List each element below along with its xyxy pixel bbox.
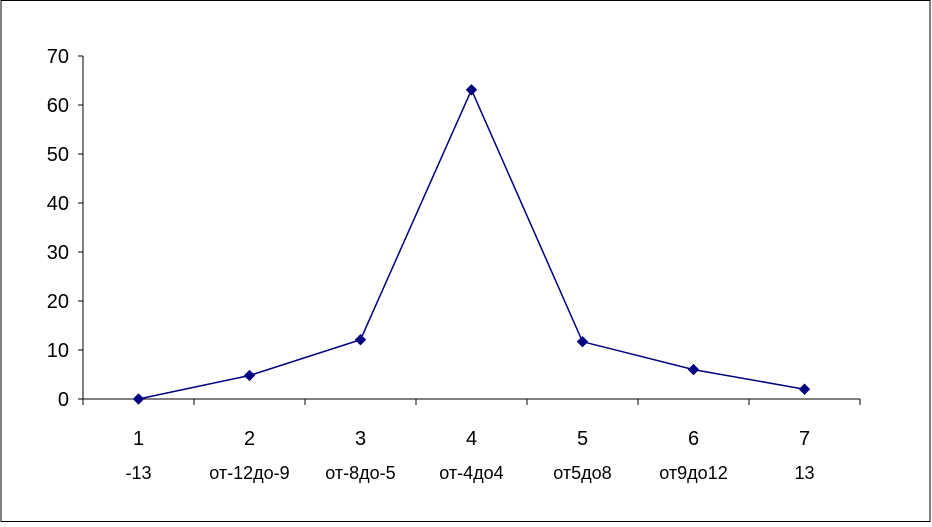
y-tick-label: 50 xyxy=(47,144,69,166)
y-tick-label: 60 xyxy=(47,95,69,117)
x-tick-label: 7 xyxy=(799,428,810,450)
x-sub-label: от-8до-5 xyxy=(325,463,395,483)
data-point-marker xyxy=(354,334,367,346)
x-axis: 1 -13 2 от-12до-9 3 от-8до-5 4 от-4до4 5 от5до8 6 о… xyxy=(82,398,861,483)
x-sub-label: -13 xyxy=(125,463,151,483)
x-tick-label: 2 xyxy=(244,428,255,450)
x-sub-label: от-12до-9 xyxy=(209,463,289,483)
x-tick-label: 1 xyxy=(133,428,144,450)
data-point-marker xyxy=(132,393,145,405)
y-tick-label: 40 xyxy=(47,193,69,215)
x-tick-label: 6 xyxy=(688,428,699,450)
data-point-marker xyxy=(465,84,478,96)
x-sub-label: от5до8 xyxy=(553,463,611,483)
data-point-marker xyxy=(798,383,811,395)
y-tick-label: 30 xyxy=(47,242,69,264)
x-tick-label: 5 xyxy=(577,428,588,450)
x-sub-label: от-4до4 xyxy=(439,463,503,483)
y-tick-label: 20 xyxy=(47,291,69,313)
y-tick-label: 70 xyxy=(47,46,69,68)
series-plot xyxy=(132,84,811,405)
y-axis: 0 10 20 30 40 50 60 70 xyxy=(47,46,84,411)
data-point-marker xyxy=(687,363,700,376)
x-sub-label: 13 xyxy=(794,463,814,483)
data-point-marker xyxy=(243,369,256,382)
x-tick-label: 3 xyxy=(355,428,366,450)
x-sub-label: от9до12 xyxy=(659,463,727,483)
x-tick-label: 4 xyxy=(466,428,477,450)
y-tick-label: 10 xyxy=(47,340,69,362)
data-point-marker xyxy=(576,335,589,348)
y-tick-label: 0 xyxy=(58,389,69,411)
